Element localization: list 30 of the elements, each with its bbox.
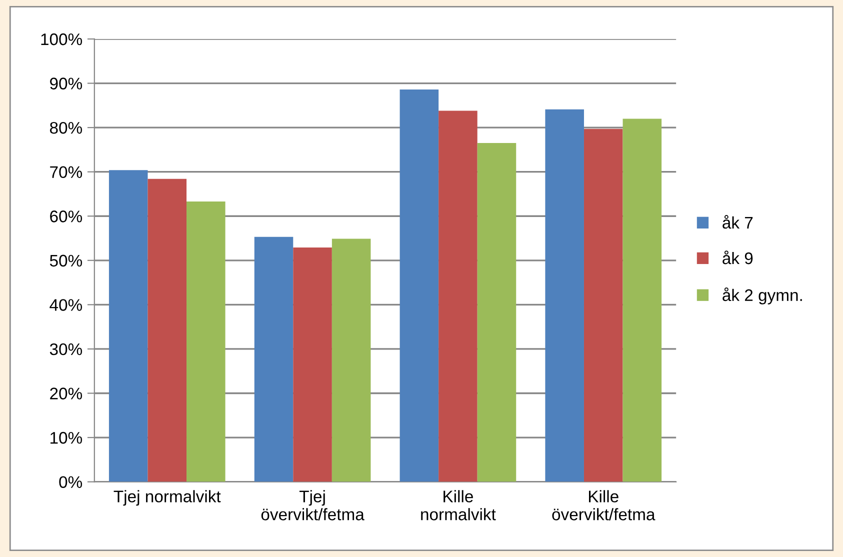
bar bbox=[148, 178, 187, 482]
bar bbox=[108, 170, 148, 482]
legend-label: åk 2 gymn. bbox=[722, 287, 802, 304]
y-tick-label: 100% bbox=[41, 33, 82, 46]
bar bbox=[293, 248, 332, 482]
x-tick-label: Tjej normalvikt bbox=[114, 490, 221, 506]
bar bbox=[254, 236, 294, 482]
bar bbox=[332, 238, 371, 482]
y-tick-label: 70% bbox=[50, 166, 82, 178]
bar bbox=[584, 128, 623, 482]
bar bbox=[622, 118, 662, 482]
y-tick-label: 20% bbox=[50, 388, 82, 400]
bar bbox=[438, 110, 478, 482]
y-tick-label: 30% bbox=[50, 343, 82, 356]
y-tick-label: 50% bbox=[50, 254, 82, 267]
x-tick-label: Tjej övervikt/fetma bbox=[261, 490, 364, 520]
bar bbox=[186, 202, 226, 482]
y-tick-label: 60% bbox=[50, 210, 82, 222]
y-tick-label: 80% bbox=[50, 122, 82, 134]
y-tick-label: 40% bbox=[50, 299, 82, 311]
bar bbox=[477, 143, 516, 482]
legend-label: åk 9 bbox=[722, 250, 753, 264]
x-tick-label: Kille övervikt/fetma bbox=[552, 490, 656, 520]
x-tick-label: Kille normalvikt bbox=[421, 490, 496, 520]
legend-label: åk 7 bbox=[722, 215, 753, 229]
y-tick-label: 90% bbox=[50, 78, 82, 90]
y-tick-label: 0% bbox=[59, 476, 82, 488]
y-tick-label: 10% bbox=[50, 432, 82, 444]
bar bbox=[545, 109, 584, 482]
bar bbox=[400, 89, 439, 482]
